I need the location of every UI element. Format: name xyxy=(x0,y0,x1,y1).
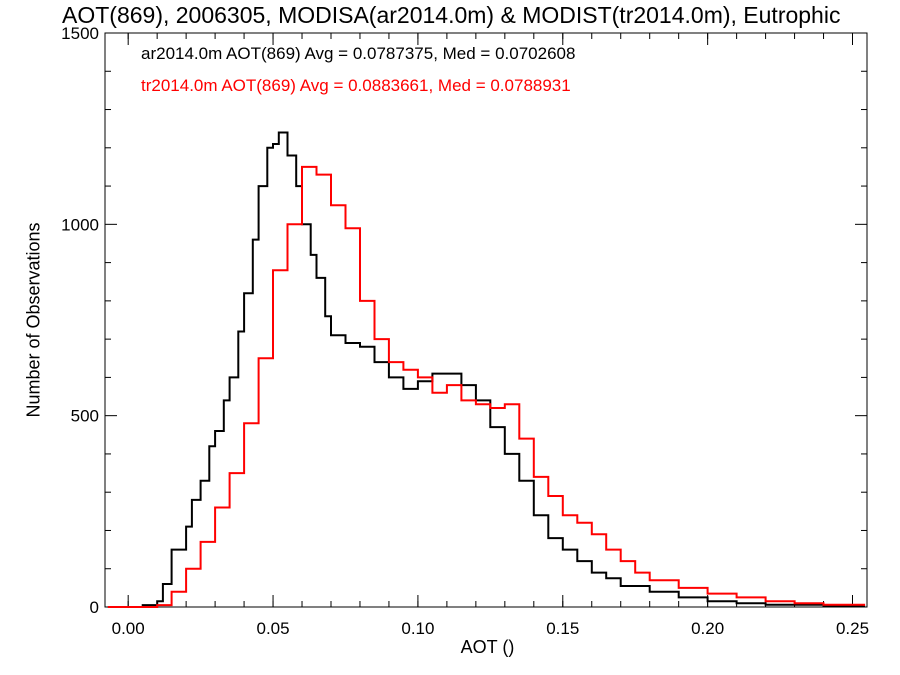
x-tick-label: 0.10 xyxy=(401,619,434,638)
y-axis-label: Number of Observations xyxy=(23,222,44,418)
x-tick-label: 0.20 xyxy=(691,619,724,638)
plot-frame xyxy=(104,32,868,608)
y-tick-label: 1500 xyxy=(61,24,99,43)
chart-title: AOT(869), 2006305, MODISA(ar2014.0m) & M… xyxy=(62,2,841,28)
legend-entry-tr2014: tr2014.0m AOT(869) Avg = 0.0883661, Med … xyxy=(141,76,571,95)
y-tick-label: 1000 xyxy=(61,215,99,234)
axis-ticks: 0.00 0.05 0.10 0.15 0.20 0.25 0 500 1000 1500 xyxy=(61,24,869,638)
x-tick-label: 0.25 xyxy=(836,619,869,638)
x-tick-label: 0.15 xyxy=(546,619,579,638)
x-tick-label: 0.05 xyxy=(256,619,289,638)
y-tick-label: 0 xyxy=(90,598,99,617)
series-layer xyxy=(107,131,866,608)
x-tick-label: 0.00 xyxy=(112,619,145,638)
legend-entry-ar2014: ar2014.0m AOT(869) Avg = 0.0787375, Med … xyxy=(141,44,576,63)
y-tick-label: 500 xyxy=(71,407,99,426)
series-line-tr2014.0m xyxy=(107,165,866,608)
series-line-ar2014.0m xyxy=(107,131,866,608)
x-axis-label: AOT () xyxy=(460,637,515,657)
